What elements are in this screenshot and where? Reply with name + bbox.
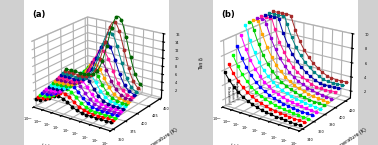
Text: (a): (a) [33,10,46,19]
X-axis label: ω (rads⁻¹): ω (rads⁻¹) [41,142,66,145]
Text: (b): (b) [222,10,235,19]
Y-axis label: Temperature (K): Temperature (K) [143,127,179,145]
X-axis label: ω (rads⁻¹): ω (rads⁻¹) [230,142,255,145]
Y-axis label: Temperature (K): Temperature (K) [332,127,368,145]
